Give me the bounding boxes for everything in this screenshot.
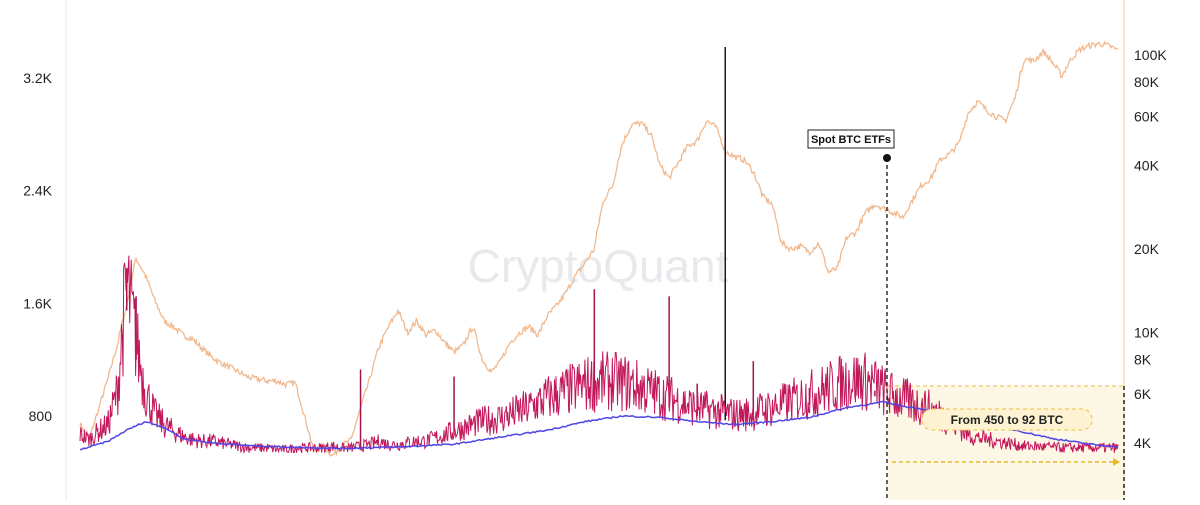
price-series-line — [79, 40, 1119, 457]
reduction-label: From 450 to 92 BTC — [951, 413, 1064, 427]
magenta-series-line — [79, 255, 1119, 454]
right-tick-label: 20K — [1134, 241, 1160, 257]
right-tick-label: 10K — [1134, 325, 1160, 341]
right-axis-ticks: 4K 6K 8K 10K 20K 40K 60K 80K 100K — [1134, 47, 1167, 451]
left-axis-ticks: 800 1.6K 2.4K 3.2K — [23, 70, 52, 424]
right-tick-label: 80K — [1134, 74, 1160, 90]
highlight-region — [888, 386, 1124, 500]
etf-label-box — [807, 129, 895, 149]
right-tick-label: 100K — [1134, 47, 1167, 63]
watermark: CryptoQuant — [468, 240, 729, 292]
right-tick-label: 60K — [1134, 109, 1160, 125]
reduction-arrow-head — [1113, 458, 1120, 466]
right-tick-label: 4K — [1134, 435, 1152, 451]
right-tick-label: 40K — [1134, 157, 1160, 173]
left-tick-label: 1.6K — [23, 295, 52, 311]
etf-label: Spot BTC ETFs — [811, 134, 891, 146]
left-tick-label: 800 — [29, 408, 53, 424]
left-tick-label: 2.4K — [23, 183, 52, 199]
reduction-label-box — [921, 408, 1093, 431]
etf-marker-dot — [883, 154, 891, 162]
right-tick-label: 6K — [1134, 386, 1152, 402]
left-tick-label: 3.2K — [23, 70, 52, 86]
right-tick-label: 8K — [1134, 351, 1152, 367]
